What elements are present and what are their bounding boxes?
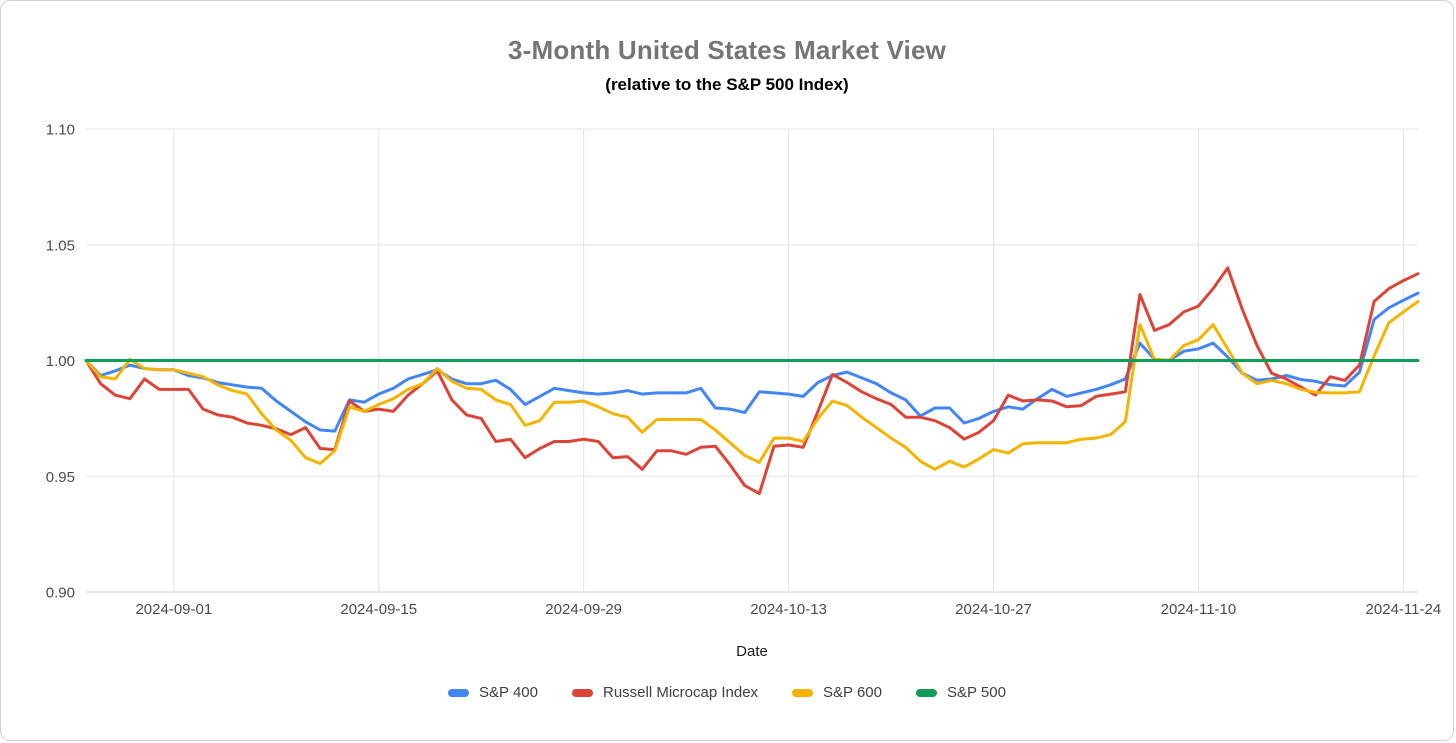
y-tick-label: 1.00	[46, 353, 75, 370]
legend-label-s-p-600: S&P 600	[823, 684, 882, 701]
chart-title: 3-Month United States Market View	[507, 35, 947, 65]
plot-area: 0.90 0.95 1.00 1.05 1.10 2024-09-01 2024-09-15…	[46, 122, 1442, 619]
legend-item-s-p-600: S&P 600	[792, 684, 882, 701]
legend-swatch-s-p-400	[448, 688, 470, 697]
x-tick-label: 2024-09-15	[340, 601, 417, 618]
legend-item-russell-microcap-index: Russell Microcap Index	[571, 684, 759, 701]
chart-subtitle: (relative to the S&P 500 Index)	[605, 75, 849, 94]
x-tick-label: 2024-09-29	[545, 601, 622, 618]
legend-swatch-s-p-500	[916, 688, 937, 697]
x-tick-label: 2024-11-10	[1161, 601, 1237, 618]
x-tick-label: 2024-10-27	[955, 601, 1032, 618]
y-tick-label: 0.90	[46, 585, 75, 602]
x-axis-title: Date	[736, 643, 768, 660]
series-line-russell-microcap-index	[84, 266, 1420, 496]
legend-item-s-p-400: S&P 400	[448, 684, 538, 701]
legend-swatch-s-p-600	[792, 688, 814, 697]
x-tick-label: 2024-11-24	[1366, 601, 1442, 618]
legend-item-s-p-500: S&P 500	[916, 684, 1006, 701]
y-tick-label: 0.95	[46, 469, 75, 486]
series-line-s-p-600	[84, 300, 1420, 471]
y-tick-label: 1.10	[46, 122, 75, 139]
legend: S&P 400 Russell Microcap Index S&P 600 S&P …	[1, 684, 1453, 701]
legend-label-s-p-400: S&P 400	[479, 684, 538, 701]
legend-label-s-p-500: S&P 500	[947, 684, 1006, 701]
legend-label-russell-microcap-index: Russell Microcap Index	[602, 684, 759, 701]
y-tick-label: 1.05	[46, 237, 75, 254]
series-line-s-p-400	[84, 291, 1420, 433]
x-tick-label: 2024-09-01	[135, 601, 212, 618]
x-tick-label: 2024-10-13	[750, 601, 827, 618]
legend-swatch-russell-microcap-index	[571, 688, 593, 697]
